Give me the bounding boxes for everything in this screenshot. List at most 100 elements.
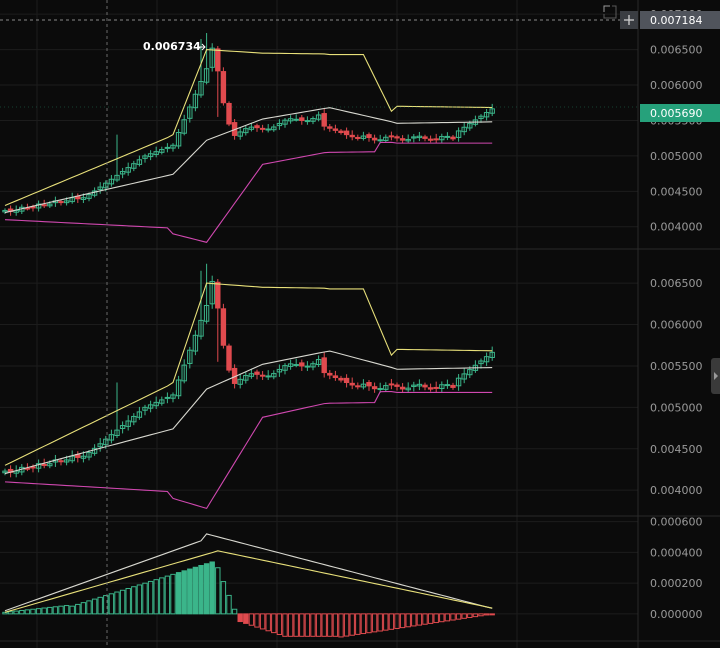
main-candle-body [147,153,154,158]
second-candle-body [203,304,210,322]
main-candle-body [399,138,406,141]
second-candle-body [142,406,148,411]
main-candle-body [47,203,53,207]
macd-histogram-bar [198,565,204,615]
second-candle-body [444,384,451,387]
macd-histogram-bar [349,613,355,636]
second-candle-body [209,280,215,305]
macd-histogram-bar [355,613,361,635]
main-candle-body [483,112,490,118]
second-candle-body [439,384,445,390]
main-candle-body [131,163,137,169]
second-candle-body [164,396,171,399]
second-candle-body [215,281,221,309]
macd-histogram-bar [187,568,193,615]
macd-histogram-bar [125,587,131,615]
main-candle-body [136,159,143,165]
second-candle-body [310,363,316,368]
macd-histogram-bar [41,607,47,615]
main-candle-body [332,128,339,131]
second-candle-body [394,384,400,387]
macd-histogram-bar [75,603,81,615]
main-candle-body [125,167,131,173]
main-candle-body [439,136,445,141]
macd-histogram-bar [220,581,227,615]
macd-histogram-bar [321,613,327,637]
second-candle-body [355,385,361,388]
second-candle-body [108,434,115,441]
second-band-lower-line [4,390,493,510]
main-candle-body [159,149,165,153]
second-candle-body [271,373,277,378]
macd-histogram-bar [461,613,467,619]
second-candle-body [47,463,53,467]
y-tick-label: 0.000600 [650,516,703,529]
macd-histogram-bar [271,613,277,634]
secondary-price-panel[interactable] [2,263,495,510]
main-candle-body [243,128,249,134]
macd-histogram-bar [52,606,59,615]
corner-bracket-icon-frame [603,5,617,19]
macd-histogram-bar [97,596,103,615]
second-candle-body [416,383,423,387]
second-candle-body [321,357,327,374]
second-candle-body [315,359,322,366]
macd-histogram-bar [293,613,299,637]
second-candle-body [30,466,36,469]
y-tick-label: 0.000200 [650,577,703,590]
second-candle-body [114,429,120,436]
second-candle-body [427,387,434,390]
main-candle-body [30,206,36,209]
y-tick-label: 0.006500 [650,44,703,57]
second-candle-body [377,388,383,391]
macd-histogram-bar [388,613,395,630]
second-band-middle-line [4,350,493,475]
main-candle-body [371,137,378,141]
main-candle-body [304,120,311,123]
second-candle-body [343,377,350,383]
second-candle-body [450,384,456,388]
chevron-right-icon[interactable] [711,358,720,394]
main-candle-body [41,204,47,207]
price-badges: 0.007184 0.005690 0.006734 [0,5,720,122]
second-candle-body [147,404,154,409]
second-candle-body [388,383,395,386]
macd-panel[interactable] [2,533,495,638]
main-candle-body [411,136,417,139]
corner-bracket-icon [603,5,610,12]
second-candle-body [383,385,389,390]
main-candle-body [377,139,383,142]
main-price-panel[interactable] [2,33,495,243]
main-candle-body [220,71,227,104]
macd-histogram-bar [287,613,294,637]
crosshair-price-text: 0.007184 [650,14,703,27]
macd-histogram-bar [399,613,406,629]
second-candle-body [170,394,176,399]
main-candle-body [489,108,495,114]
main-candle-body [444,135,451,138]
main-candle-body [366,134,372,138]
macd-histogram-bar [383,613,389,631]
second-candle-body [80,455,87,459]
macd-histogram-bar [489,613,495,616]
main-candle-body [467,123,473,129]
macd-histogram-bar [254,613,260,628]
main-candle-body [327,126,333,129]
macd-macd-line [4,533,493,612]
macd-histogram-bar [153,579,159,615]
main-candle-body [248,126,255,130]
second-candle-body [422,384,428,388]
second-candle-body [243,374,249,381]
second-candle-body [276,368,283,373]
main-candle-body [461,126,467,133]
macd-histogram-bar [411,613,417,627]
crosshair-price-badge [640,11,720,29]
main-candle-body [103,182,109,189]
second-candle-body [327,372,333,376]
second-candle-body [131,415,137,423]
second-candle-body [467,369,473,376]
main-candle-body [58,201,64,204]
second-candle-body [254,371,260,375]
macd-histogram-bar [80,602,87,615]
